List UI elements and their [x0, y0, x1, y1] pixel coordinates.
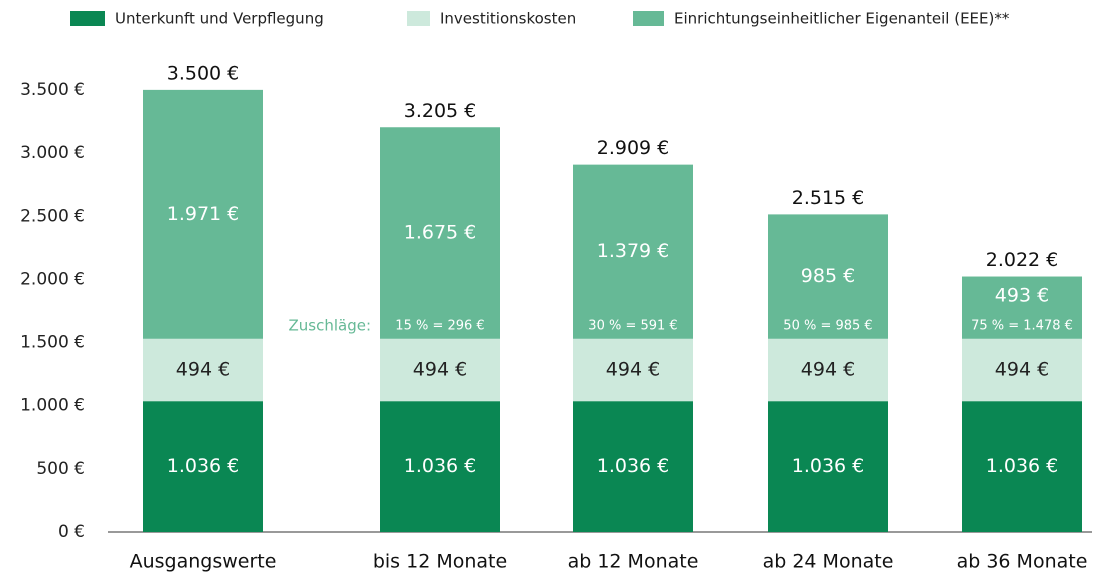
bar-segment	[380, 401, 500, 532]
bar-segment	[380, 338, 500, 402]
y-tick-label: 2.500 €	[20, 206, 85, 226]
legend-swatch	[407, 11, 430, 26]
value-label: 1.036 €	[597, 455, 670, 477]
legend-label: Einrichtungseinheitlicher Eigenanteil (E…	[674, 10, 1010, 28]
x-tick-label: Ausgangswerte	[130, 551, 277, 573]
value-label: 494 €	[995, 358, 1049, 380]
value-label: 1.036 €	[986, 455, 1059, 477]
x-tick-label: ab 24 Monate	[763, 551, 894, 573]
bar-segment	[962, 338, 1082, 402]
total-label: 2.515 €	[792, 187, 865, 209]
bar-segment	[143, 89, 263, 339]
legend-label: Investitionskosten	[440, 10, 576, 28]
value-label: 1.036 €	[404, 455, 477, 477]
bar-segment	[143, 338, 263, 402]
bar-segment	[962, 401, 1082, 532]
value-label: 494 €	[606, 358, 660, 380]
legend-label: Unterkunft und Verpflegung	[115, 10, 324, 28]
value-label: 1.675 €	[404, 222, 477, 244]
total-label: 2.909 €	[597, 137, 670, 159]
value-label: 1.971 €	[167, 203, 240, 225]
y-tick-label: 2.000 €	[20, 269, 85, 289]
bar-segment	[768, 401, 888, 532]
total-label: 2.022 €	[986, 249, 1059, 271]
bar-segment	[573, 164, 693, 339]
value-label: 494 €	[176, 358, 230, 380]
bar-segment	[143, 401, 263, 532]
surcharge-label: 15 % = 296 €	[395, 318, 484, 333]
y-tick-label: 500 €	[36, 459, 85, 479]
y-tick-label: 3.000 €	[20, 143, 85, 163]
value-label: 1.036 €	[792, 455, 865, 477]
value-label: 493 €	[995, 284, 1049, 306]
value-label: 1.379 €	[597, 240, 670, 262]
value-label: 494 €	[801, 358, 855, 380]
bar-segment	[380, 127, 500, 339]
x-tick-label: ab 36 Monate	[957, 551, 1088, 573]
bar-segment	[768, 338, 888, 402]
surcharge-label: 50 % = 985 €	[783, 318, 872, 333]
legend-swatch	[633, 11, 664, 26]
legend-swatch	[70, 11, 105, 26]
surcharge-label: 75 % = 1.478 €	[971, 318, 1073, 333]
bar-segment	[962, 276, 1082, 339]
value-label: 494 €	[413, 358, 467, 380]
x-tick-label: ab 12 Monate	[568, 551, 699, 573]
y-tick-label: 0 €	[58, 522, 85, 542]
y-tick-label: 1.000 €	[20, 396, 85, 416]
x-tick-label: bis 12 Monate	[373, 551, 507, 573]
y-tick-label: 3.500 €	[20, 80, 85, 100]
bar-segment	[573, 401, 693, 532]
surcharge-title: Zuschläge:	[288, 316, 371, 334]
bar-segment	[768, 214, 888, 339]
y-tick-label: 1.500 €	[20, 333, 85, 353]
total-label: 3.500 €	[167, 63, 240, 85]
bar-segment	[573, 338, 693, 402]
surcharge-label: 30 % = 591 €	[588, 318, 677, 333]
value-label: 1.036 €	[167, 455, 240, 477]
total-label: 3.205 €	[404, 100, 477, 122]
value-label: 985 €	[801, 265, 855, 287]
